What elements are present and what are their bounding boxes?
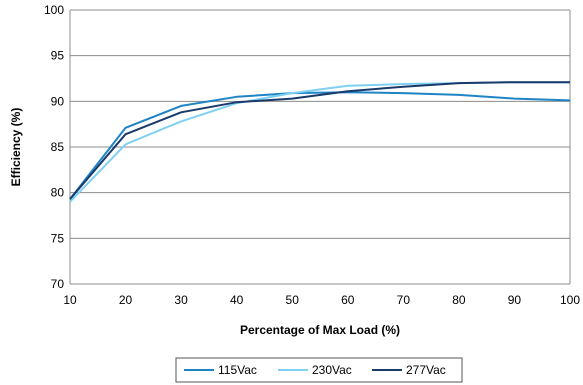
- legend-items: 115Vac 230Vac 277Vac: [184, 363, 446, 377]
- y-tick-label: 95: [51, 49, 65, 63]
- legend-label-115vac: 115Vac: [218, 363, 257, 377]
- axis-layer: [69, 10, 571, 284]
- y-tick-label: 70: [51, 277, 65, 291]
- series-line-115vac: [69, 91, 571, 200]
- x-tick-label: 30: [174, 293, 188, 307]
- tick-layer: 70 75 80 85 90 95 100 10 20 30 40 50 60 70 80 90 100: [44, 3, 580, 307]
- y-tick-label: 75: [51, 231, 65, 245]
- x-axis-title: Percentage of Max Load (%): [240, 323, 400, 337]
- x-tick-label: 70: [397, 293, 411, 307]
- legend-label-277vac: 277Vac: [406, 363, 446, 377]
- series-layer: [69, 81, 571, 203]
- x-tick-label: 10: [63, 293, 77, 307]
- y-axis-title: Efficiency (%): [9, 108, 23, 187]
- legend: 115Vac 230Vac 277Vac: [175, 357, 463, 383]
- legend-box: [175, 357, 463, 383]
- x-tick-label: 50: [286, 293, 300, 307]
- y-tick-label: 100: [44, 3, 64, 17]
- y-tick-label: 85: [51, 140, 65, 154]
- x-tick-label: 60: [341, 293, 355, 307]
- legend-label-230vac: 230Vac: [312, 363, 352, 377]
- y-tick-label: 80: [51, 186, 65, 200]
- y-tick-label: 90: [51, 94, 65, 108]
- x-tick-label: 20: [119, 293, 133, 307]
- x-tick-label: 100: [560, 293, 580, 307]
- series-line-277vac: [69, 81, 570, 200]
- grid-layer: [70, 9, 570, 285]
- x-tick-label: 80: [452, 293, 466, 307]
- x-tick-label: 90: [508, 293, 522, 307]
- x-tick-label: 40: [230, 293, 244, 307]
- series-line-230vac: [69, 81, 570, 203]
